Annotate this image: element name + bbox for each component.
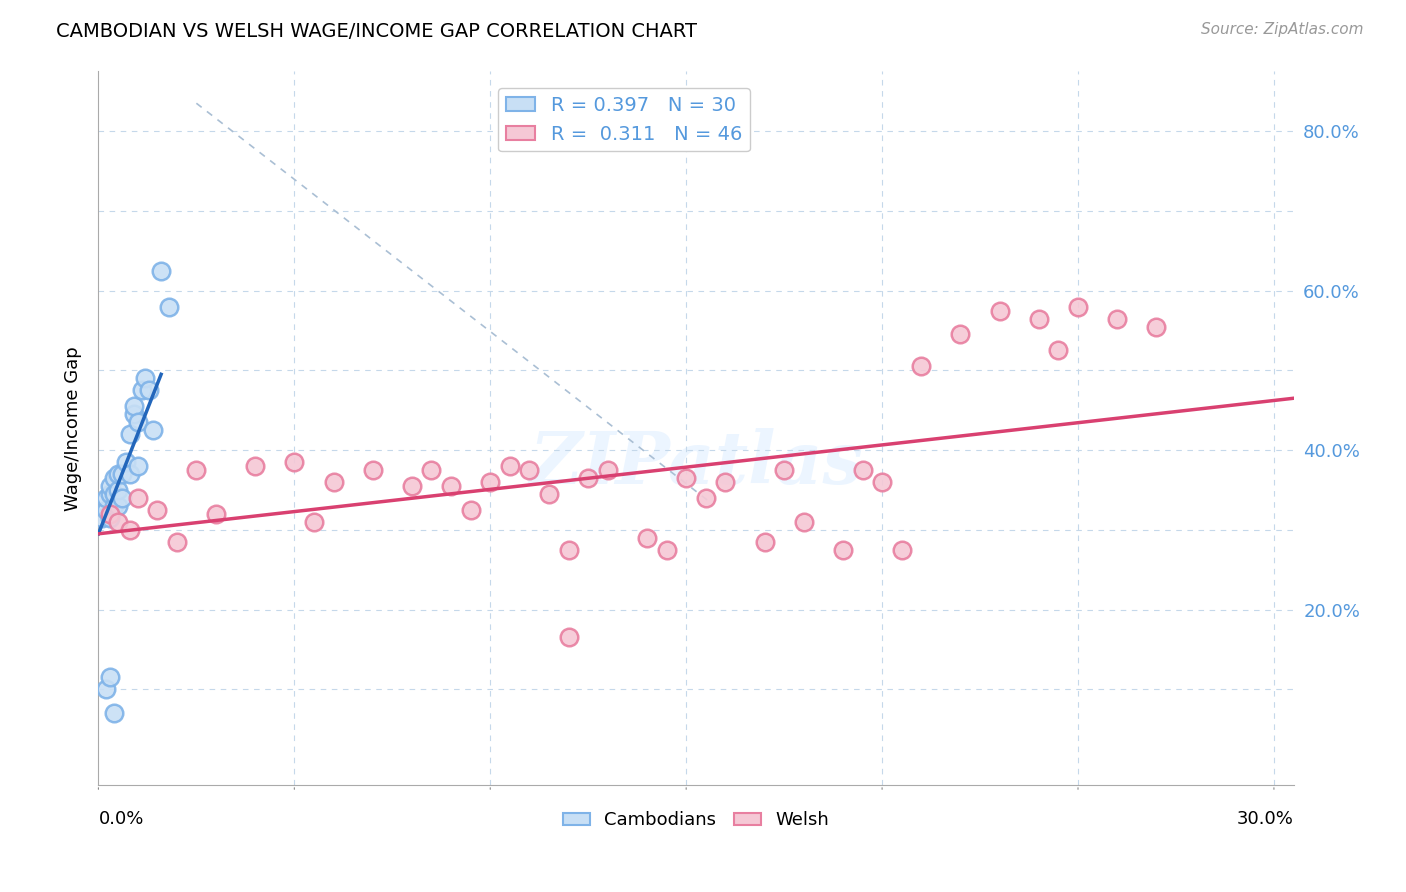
Point: [205, 507, 228, 521]
Point: [695, 491, 717, 505]
Point: [111, 467, 134, 481]
Point: [636, 531, 658, 545]
Text: 0.0%: 0.0%: [98, 810, 143, 828]
Point: [91, 511, 114, 525]
Point: [655, 542, 678, 557]
Point: [576, 471, 599, 485]
Point: [131, 384, 153, 398]
Point: [98, 507, 121, 521]
Point: [98, 487, 121, 501]
Point: [1047, 343, 1070, 358]
Point: [440, 479, 463, 493]
Point: [134, 371, 156, 385]
Point: [122, 407, 145, 421]
Point: [107, 483, 129, 497]
Point: [118, 467, 141, 481]
Point: [107, 467, 129, 481]
Point: [910, 359, 932, 374]
Point: [322, 475, 344, 489]
Point: [302, 515, 325, 529]
Point: [675, 471, 697, 485]
Point: [111, 491, 134, 505]
Y-axis label: Wage/Income Gap: Wage/Income Gap: [63, 346, 82, 510]
Point: [1144, 319, 1167, 334]
Point: [98, 479, 121, 493]
Point: [754, 534, 776, 549]
Point: [714, 475, 737, 489]
Point: [1067, 300, 1090, 314]
Point: [103, 706, 125, 721]
Point: [107, 499, 129, 513]
Point: [949, 327, 972, 342]
Point: [98, 511, 121, 525]
Point: [150, 263, 173, 277]
Point: [157, 300, 180, 314]
Point: [519, 463, 541, 477]
Point: [146, 503, 169, 517]
Point: [96, 682, 118, 697]
Legend: Cambodians, Welsh: Cambodians, Welsh: [555, 805, 837, 837]
Point: [115, 455, 138, 469]
Point: [557, 542, 579, 557]
Point: [870, 475, 893, 489]
Point: [243, 458, 266, 473]
Point: [127, 491, 149, 505]
Point: [460, 503, 482, 517]
Point: [793, 515, 815, 529]
Text: ZIPatlas: ZIPatlas: [529, 428, 863, 500]
Point: [988, 303, 1011, 318]
Text: CAMBODIAN VS WELSH WAGE/INCOME GAP CORRELATION CHART: CAMBODIAN VS WELSH WAGE/INCOME GAP CORRE…: [56, 22, 697, 41]
Point: [138, 384, 160, 398]
Point: [890, 542, 912, 557]
Point: [851, 463, 873, 477]
Point: [832, 542, 855, 557]
Point: [142, 423, 165, 437]
Point: [127, 415, 149, 429]
Point: [557, 631, 579, 645]
Point: [107, 515, 129, 529]
Point: [361, 463, 384, 477]
Point: [537, 487, 560, 501]
Point: [420, 463, 443, 477]
Point: [103, 499, 125, 513]
Text: Source: ZipAtlas.com: Source: ZipAtlas.com: [1201, 22, 1364, 37]
Point: [118, 427, 141, 442]
Point: [499, 458, 522, 473]
Point: [103, 487, 125, 501]
Point: [186, 463, 208, 477]
Point: [98, 670, 121, 684]
Point: [96, 491, 118, 505]
Point: [1028, 311, 1050, 326]
Point: [773, 463, 796, 477]
Point: [1107, 311, 1129, 326]
Point: [118, 523, 141, 537]
Point: [103, 471, 125, 485]
Point: [166, 534, 188, 549]
Point: [96, 503, 118, 517]
Point: [122, 399, 145, 413]
Point: [596, 463, 619, 477]
Point: [479, 475, 502, 489]
Point: [127, 458, 149, 473]
Text: 30.0%: 30.0%: [1237, 810, 1294, 828]
Point: [401, 479, 423, 493]
Point: [283, 455, 305, 469]
